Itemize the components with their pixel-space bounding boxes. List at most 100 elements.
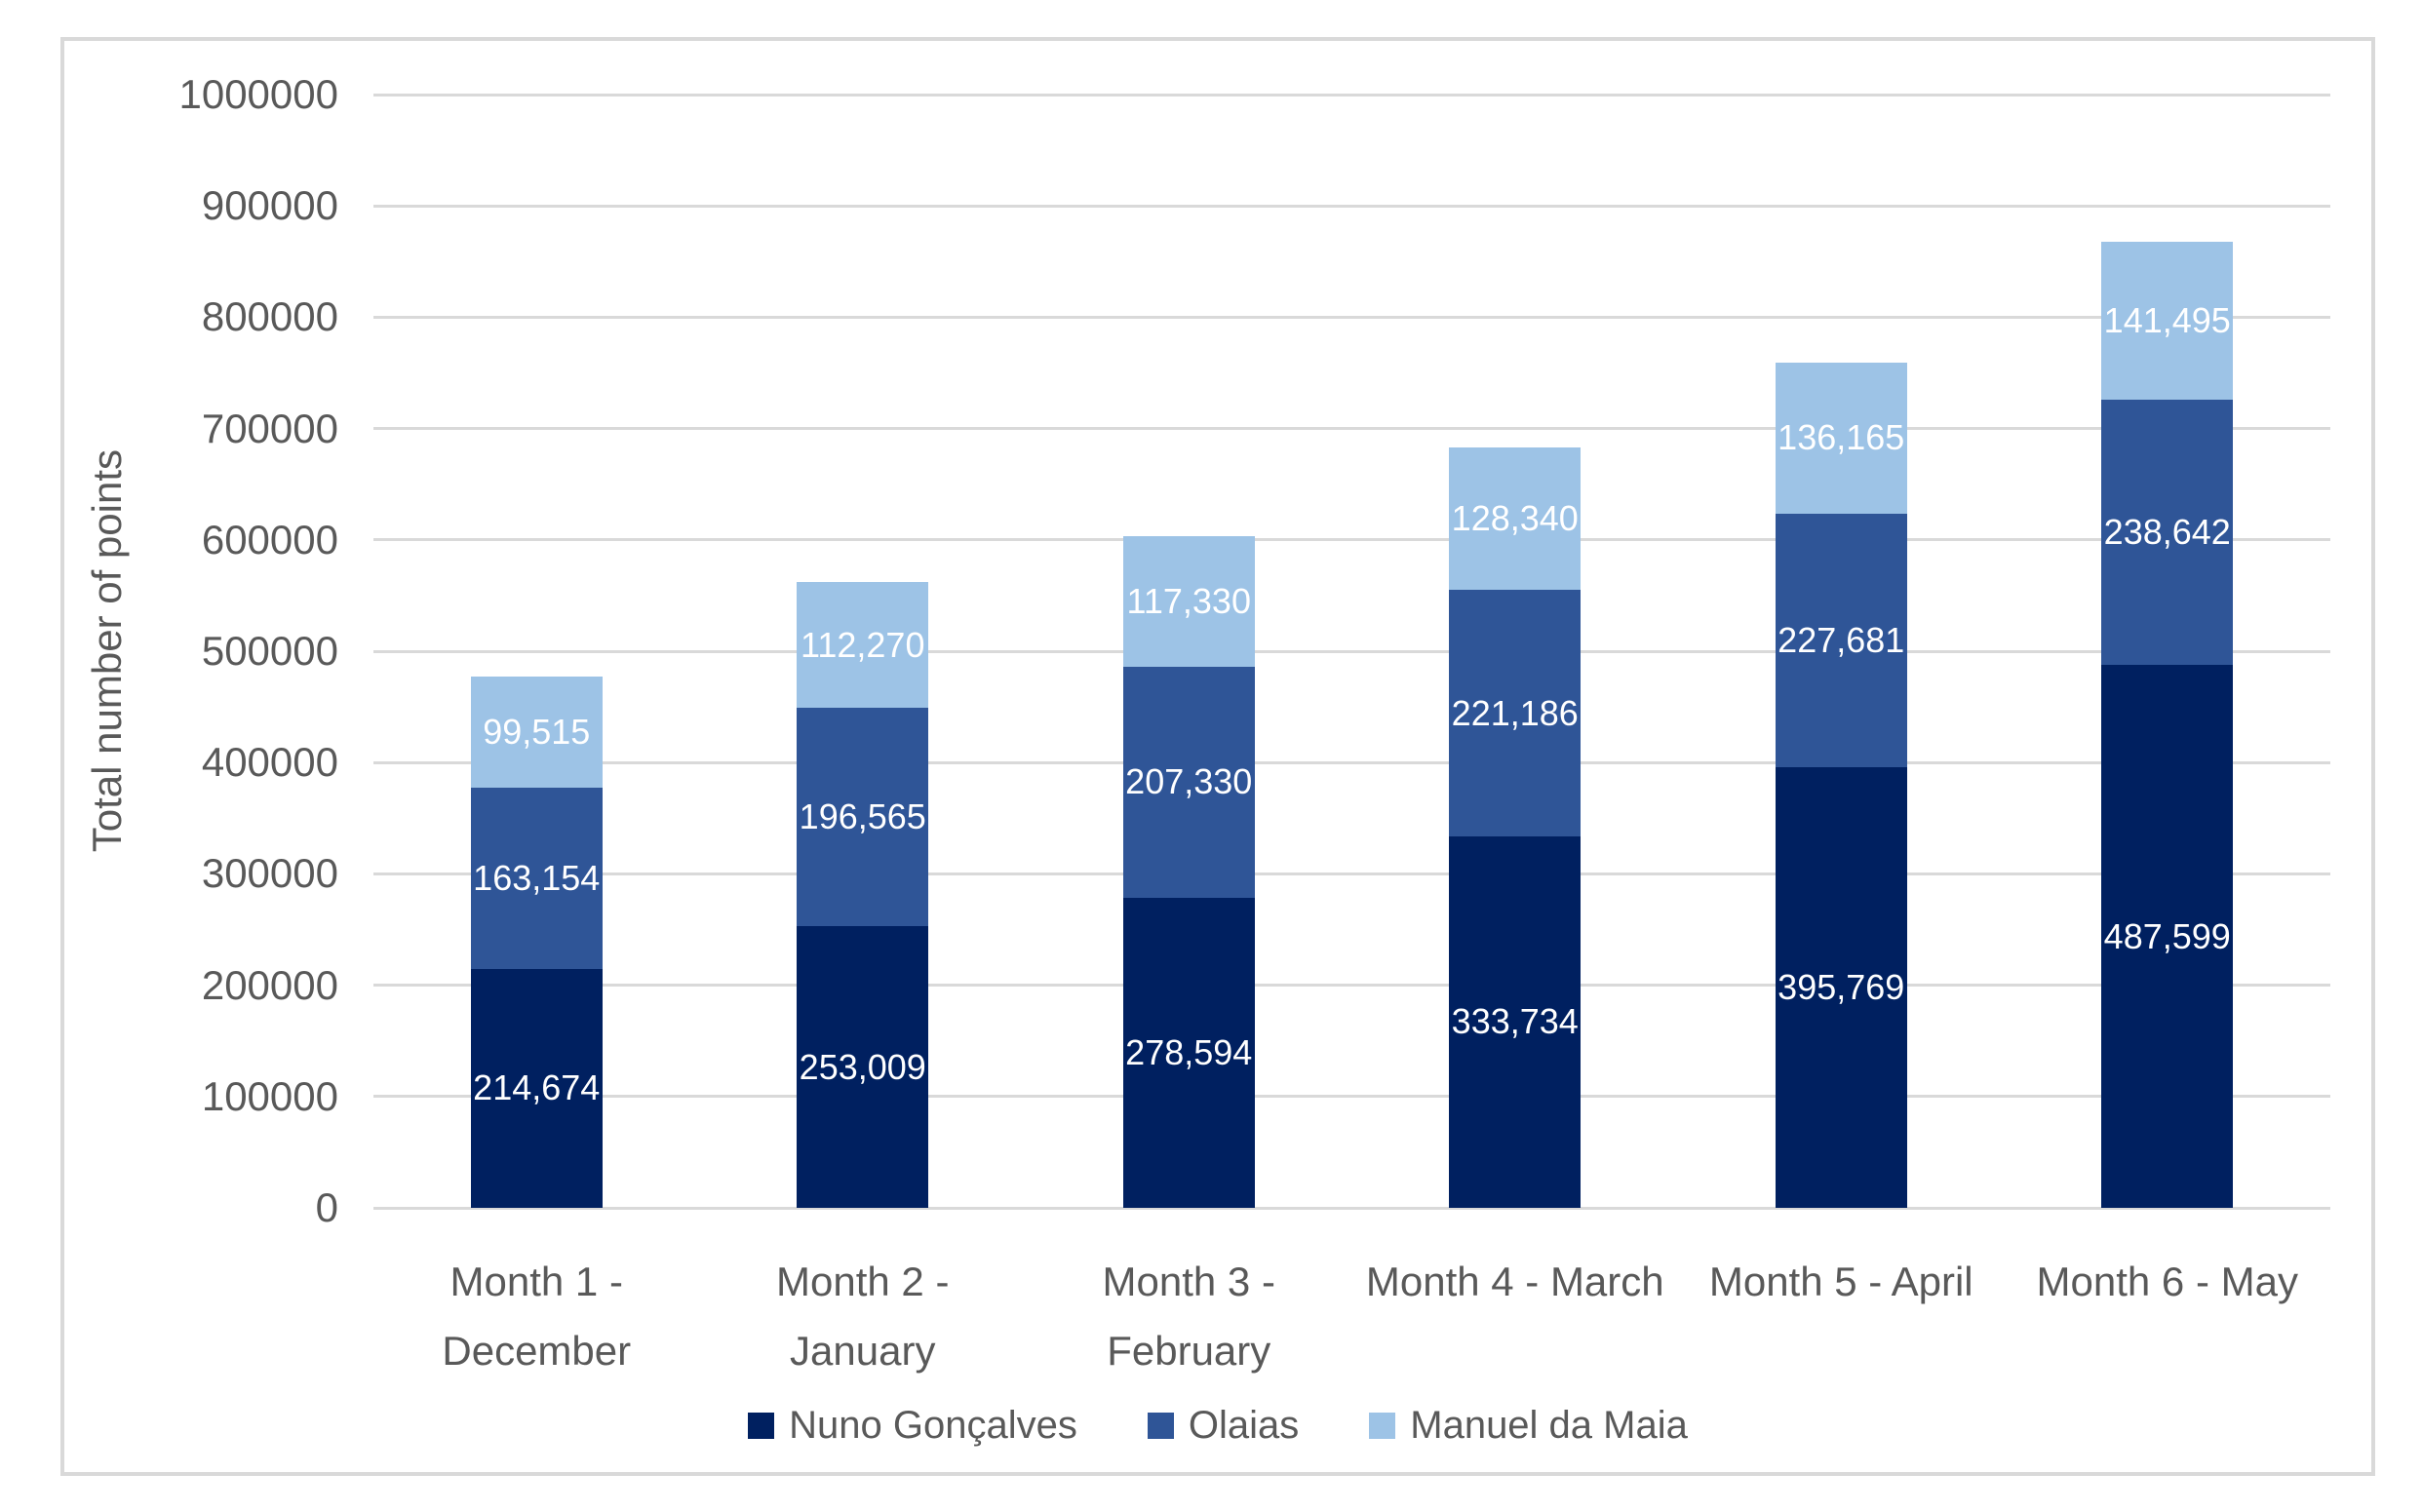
bar-segment-label: 141,495 bbox=[2103, 299, 2231, 340]
y-tick-label: 1000000 bbox=[178, 71, 338, 117]
bar-segment: 278,594 bbox=[1122, 897, 1255, 1208]
bar-category-cell: 333,734 221,186 128,340 bbox=[1352, 95, 1679, 1208]
bar-segment: 333,734 bbox=[1449, 835, 1582, 1208]
y-tick-label: 200000 bbox=[201, 961, 338, 1008]
bar-category-cell: 278,594 207,330 117,330 bbox=[1026, 95, 1352, 1208]
x-tick-label-line: Month 6 - May bbox=[2036, 1259, 2298, 1304]
legend-item: Olaias bbox=[1147, 1404, 1300, 1448]
bar-segment: 99,515 bbox=[470, 676, 603, 788]
bar-segment: 238,642 bbox=[2101, 399, 2234, 666]
bar-segment-label: 163,154 bbox=[473, 857, 601, 898]
bar-segment-label: 333,734 bbox=[1451, 1001, 1579, 1042]
bar-segment-label: 117,330 bbox=[1126, 581, 1251, 622]
bar-segment: 221,186 bbox=[1449, 590, 1582, 836]
bar-segment: 163,154 bbox=[470, 787, 603, 969]
bar-segment-label: 128,340 bbox=[1451, 498, 1579, 539]
gridline bbox=[373, 984, 2330, 988]
y-tick-label: 700000 bbox=[201, 405, 338, 451]
legend-item: Manuel da Maia bbox=[1369, 1404, 1688, 1448]
y-tick-label: 900000 bbox=[201, 182, 338, 229]
gridline bbox=[373, 1206, 2330, 1210]
y-tick-label: 500000 bbox=[201, 628, 338, 674]
bar-stack: 487,599 238,642 141,495 bbox=[2101, 242, 2234, 1208]
legend: Nuno Gonçalves Olaias Manuel da Maia bbox=[64, 1404, 2371, 1448]
legend-label: Nuno Gonçalves bbox=[789, 1404, 1077, 1447]
bar-segment: 141,495 bbox=[2101, 242, 2234, 400]
bar-segment: 395,769 bbox=[1775, 767, 1907, 1208]
y-tick-label: 100000 bbox=[201, 1072, 338, 1119]
x-tick-label-line: February bbox=[1107, 1327, 1271, 1374]
bar-segment: 196,565 bbox=[797, 707, 929, 927]
bar-stack: 395,769 227,681 136,165 bbox=[1775, 362, 1907, 1208]
y-tick-label: 400000 bbox=[201, 739, 338, 786]
x-tick-label-line: Month 3 - bbox=[1102, 1259, 1275, 1304]
x-tick-label-line: Month 5 - April bbox=[1708, 1259, 1973, 1304]
bar-segment-label: 136,165 bbox=[1777, 417, 1905, 458]
bar-stack: 253,009 196,565 112,270 bbox=[797, 582, 929, 1208]
y-axis-title: Total number of points bbox=[84, 449, 130, 853]
bar-segment-label: 221,186 bbox=[1451, 692, 1579, 733]
bar-category-cell: 395,769 227,681 136,165 bbox=[1678, 95, 2005, 1208]
bar-segment: 112,270 bbox=[797, 582, 929, 708]
gridline bbox=[373, 315, 2330, 319]
gridline bbox=[373, 204, 2330, 208]
bar-segment: 487,599 bbox=[2101, 665, 2234, 1208]
bar-segment-label: 227,681 bbox=[1777, 620, 1905, 660]
legend-swatch-icon bbox=[748, 1413, 775, 1439]
bar-segment: 136,165 bbox=[1775, 362, 1907, 514]
bar-segment: 207,330 bbox=[1122, 667, 1255, 898]
legend-label: Manuel da Maia bbox=[1410, 1404, 1688, 1447]
x-tick-label-line: Month 2 - January bbox=[776, 1259, 950, 1374]
bar-category-cell: 487,599 238,642 141,495 bbox=[2005, 95, 2331, 1208]
bars-layer: 214,674 163,154 99,515 253,009 196,565 112,27… bbox=[373, 95, 2330, 1208]
gridline bbox=[373, 427, 2330, 431]
y-tick-label: 800000 bbox=[201, 293, 338, 340]
bar-segment-label: 278,594 bbox=[1125, 1031, 1253, 1072]
gridline bbox=[373, 872, 2330, 875]
x-tick-label-line: Month 1 - bbox=[449, 1259, 623, 1304]
x-tick-label: Month 2 - January bbox=[700, 1248, 1027, 1385]
y-axis-title-wrap: Total number of points bbox=[78, 95, 137, 1208]
gridline bbox=[373, 93, 2330, 97]
bar-stack: 278,594 207,330 117,330 bbox=[1122, 536, 1255, 1208]
legend-swatch-icon bbox=[1369, 1413, 1396, 1439]
bar-segment-label: 238,642 bbox=[2103, 511, 2231, 552]
legend-item: Nuno Gonçalves bbox=[748, 1404, 1077, 1448]
bar-stack: 214,674 163,154 99,515 bbox=[470, 676, 603, 1208]
bar-category-cell: 253,009 196,565 112,270 bbox=[700, 95, 1027, 1208]
plot-area: 0 100000 200000 300000 400000 500000 600000 700… bbox=[178, 71, 2330, 1230]
bar-segment-label: 487,599 bbox=[2103, 915, 2231, 956]
x-axis-labels: Month 1 - December Month 2 - January Month … bbox=[373, 1248, 2330, 1385]
bar-segment: 227,681 bbox=[1775, 514, 1907, 767]
bar-segment: 117,330 bbox=[1122, 536, 1255, 668]
bar-segment: 253,009 bbox=[797, 926, 929, 1208]
legend-swatch-icon bbox=[1147, 1413, 1174, 1439]
x-tick-label: Month 1 - December bbox=[373, 1248, 700, 1385]
y-tick-label: 600000 bbox=[201, 516, 338, 562]
legend-label: Olaias bbox=[1188, 1404, 1300, 1447]
bar-segment: 214,674 bbox=[470, 968, 603, 1208]
x-tick-label-line: Month 4 - March bbox=[1365, 1259, 1664, 1304]
gridline bbox=[373, 649, 2330, 653]
x-tick-label: Month 4 - March bbox=[1352, 1248, 1679, 1385]
bar-stack: 333,734 221,186 128,340 bbox=[1449, 446, 1582, 1208]
x-tick-label: Month 6 - May bbox=[2005, 1248, 2331, 1385]
gridline bbox=[373, 760, 2330, 764]
bar-segment-label: 207,330 bbox=[1125, 761, 1253, 802]
bar-segment-label: 99,515 bbox=[483, 711, 591, 752]
x-tick-label: Month 5 - April bbox=[1678, 1248, 2005, 1385]
x-tick-label: Month 3 - February bbox=[1026, 1248, 1352, 1385]
bar-category-cell: 214,674 163,154 99,515 bbox=[373, 95, 700, 1208]
bar-segment: 128,340 bbox=[1449, 446, 1582, 591]
x-tick-label-line: December bbox=[442, 1327, 632, 1374]
y-tick-label: 0 bbox=[315, 1184, 338, 1230]
y-tick-label: 300000 bbox=[201, 850, 338, 897]
chart-frame: Total number of points 0 100000 200000 3000… bbox=[60, 37, 2375, 1476]
bar-segment-label: 253,009 bbox=[799, 1046, 926, 1087]
bar-segment-label: 112,270 bbox=[801, 624, 925, 665]
bar-segment-label: 395,769 bbox=[1777, 967, 1905, 1007]
gridline bbox=[373, 1095, 2330, 1099]
bar-segment-label: 214,674 bbox=[473, 1067, 601, 1108]
gridline bbox=[373, 538, 2330, 542]
